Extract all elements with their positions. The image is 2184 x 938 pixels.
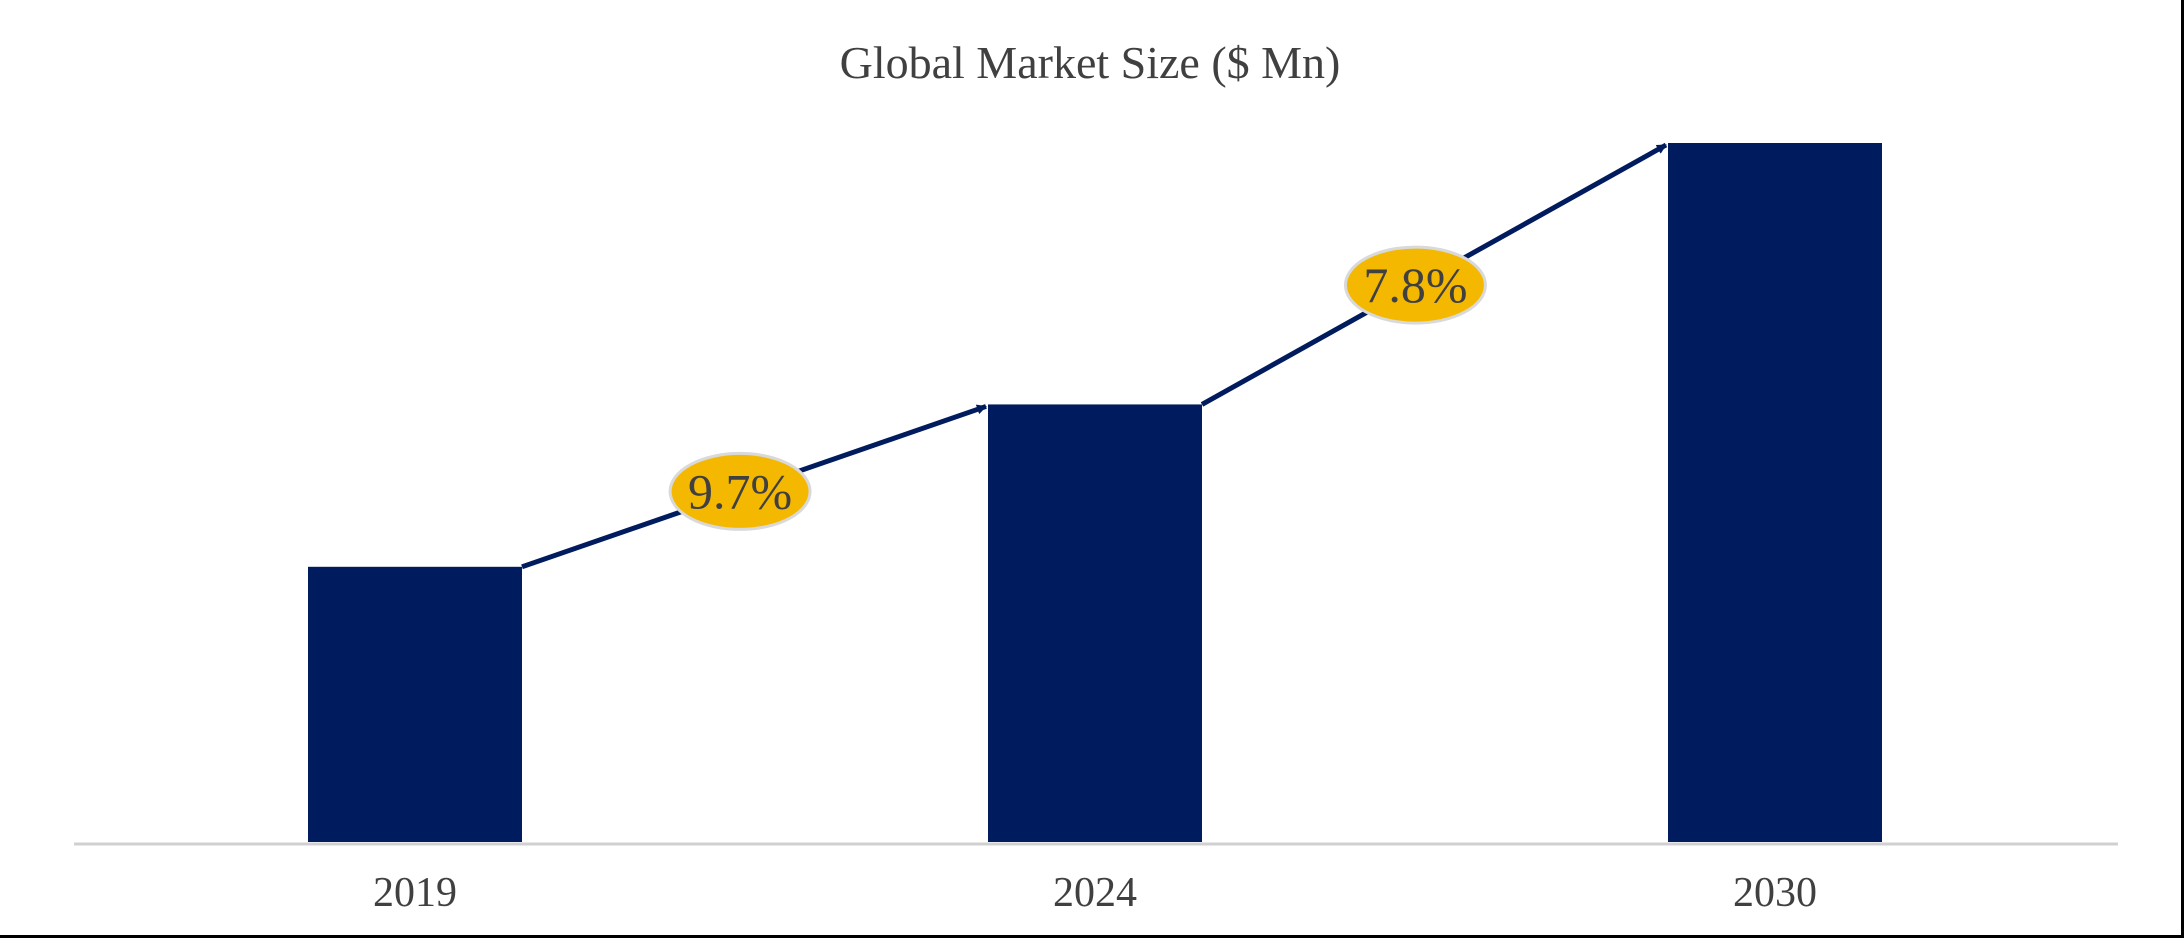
- cagr-badge-2019-2024: 9.7%: [668, 451, 812, 531]
- x-tick-label-2024: 2024: [1053, 870, 1137, 916]
- bar-2024: [988, 404, 1202, 842]
- cagr-badges: 9.7% 7.8%: [668, 245, 1487, 531]
- chart-title: Global Market Size ($ Mn): [840, 37, 1341, 88]
- cagr-badge-2024-2030: 7.8%: [1343, 245, 1487, 325]
- cagr-badge-shape: [1343, 245, 1487, 325]
- cagr-label: 7.8%: [1363, 257, 1467, 313]
- cagr-label: 9.7%: [688, 463, 792, 519]
- x-tick-labels: 2019 2024 2030: [373, 870, 1817, 916]
- cagr-badge-shape: [668, 451, 812, 531]
- x-tick-label-2019: 2019: [373, 870, 457, 916]
- bar-2019: [308, 566, 522, 842]
- bar-2030: [1668, 143, 1882, 842]
- bars-layer: [308, 143, 1882, 842]
- x-tick-label-2030: 2030: [1733, 870, 1817, 916]
